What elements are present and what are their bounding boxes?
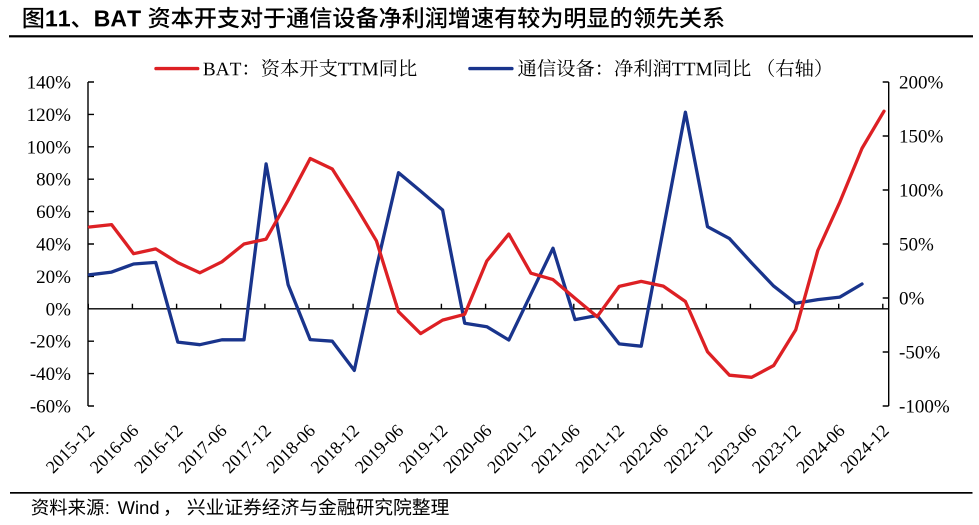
- svg-text:80%: 80%: [36, 170, 71, 191]
- svg-text:-20%: -20%: [30, 332, 71, 353]
- svg-text:-40%: -40%: [30, 364, 71, 385]
- svg-text:140%: 140%: [27, 73, 72, 94]
- svg-text:150%: 150%: [899, 127, 944, 148]
- svg-text:50%: 50%: [899, 235, 934, 256]
- svg-text:60%: 60%: [36, 202, 71, 223]
- svg-text:-60%: -60%: [30, 397, 71, 418]
- svg-text:100%: 100%: [899, 181, 944, 202]
- svg-text:120%: 120%: [27, 105, 72, 126]
- svg-text:-50%: -50%: [899, 343, 940, 364]
- svg-text:40%: 40%: [36, 235, 71, 256]
- svg-text:0%: 0%: [899, 289, 925, 310]
- svg-text:0%: 0%: [46, 299, 72, 320]
- svg-text:20%: 20%: [36, 267, 71, 288]
- svg-text:200%: 200%: [899, 73, 944, 94]
- svg-text:-100%: -100%: [899, 397, 950, 418]
- svg-text:100%: 100%: [27, 137, 72, 158]
